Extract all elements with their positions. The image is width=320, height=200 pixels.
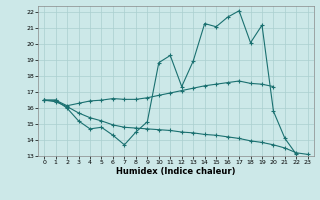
X-axis label: Humidex (Indice chaleur): Humidex (Indice chaleur) [116, 167, 236, 176]
